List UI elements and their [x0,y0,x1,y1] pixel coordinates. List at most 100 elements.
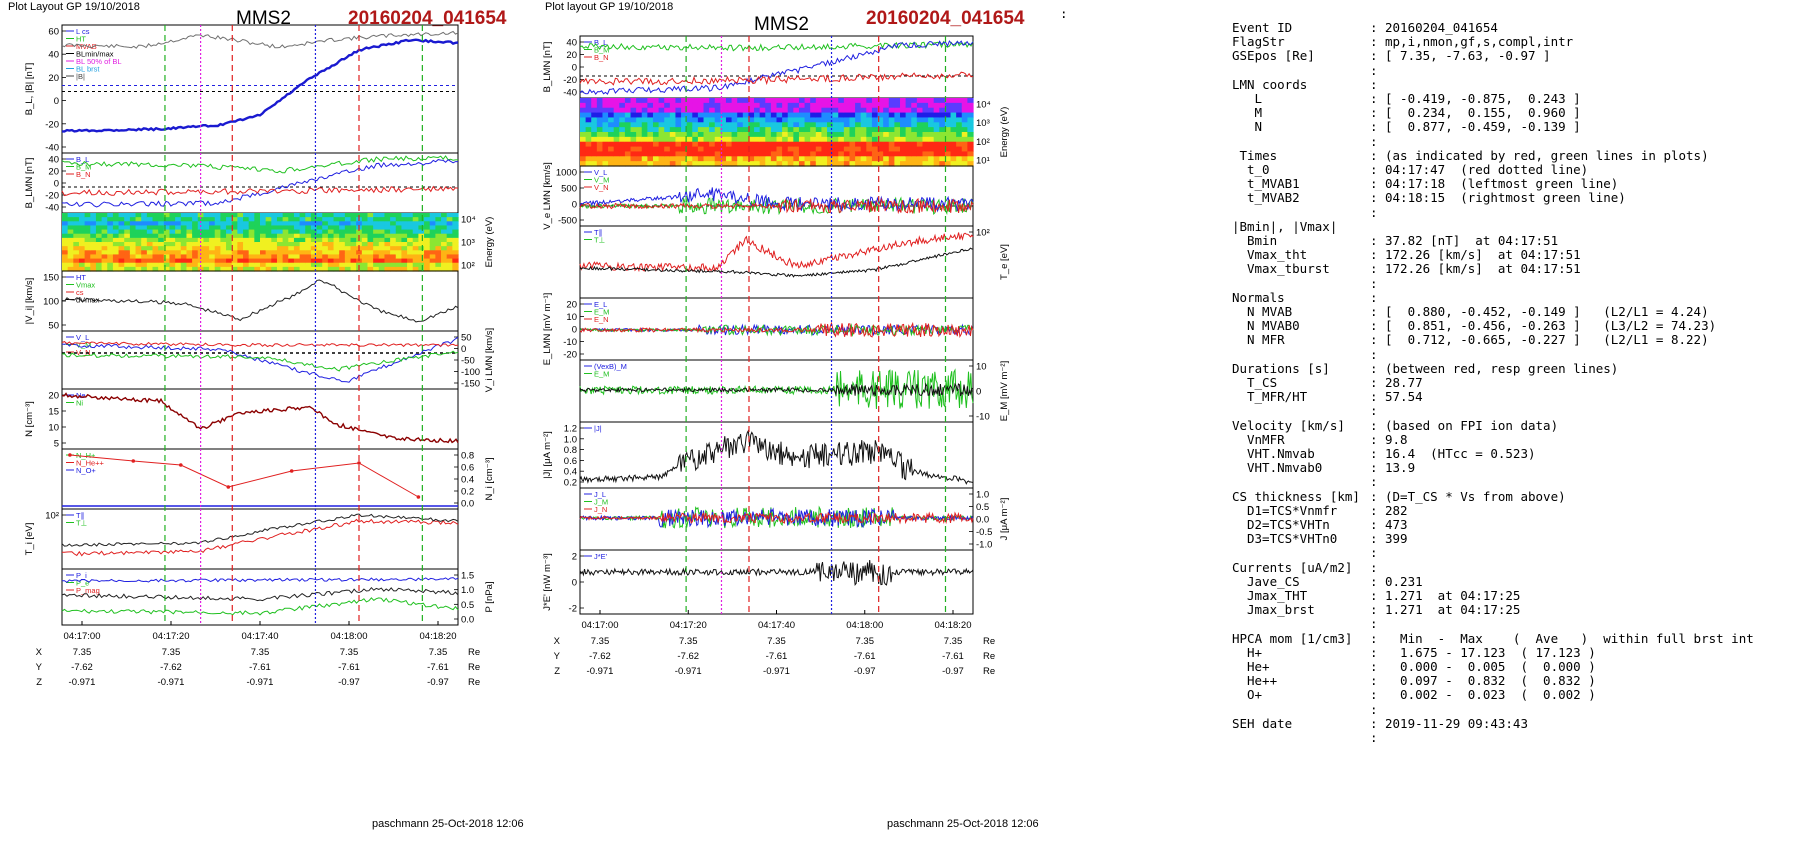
right-plot-footer: paschmann 25-Oct-2018 12:06 [887,818,1039,830]
ion-spectrogram-cell [248,266,255,272]
orbit-unit: Re [983,636,995,647]
ion-spectrogram-cell [412,246,419,251]
info-colon: : [1370,616,1378,632]
electron-spectrogram-cell [905,132,912,138]
electron-spectrogram-cell [871,102,879,109]
info-key: FlagStr [1232,34,1285,50]
electron-spectrogram-cell [860,161,867,167]
ion-spectrogram-cell [310,266,318,272]
electron-spectrogram-cell [827,122,834,128]
electron-spectrogram-cell [681,107,688,114]
electron-spectrogram-cell [652,146,660,153]
electron-spectrogram-cell [866,161,873,167]
ion-spectrogram-cell [395,242,403,247]
y-tick-label: 20 [566,50,577,61]
ion-spectrogram-cell [186,254,193,260]
electron-spectrogram-cell [630,107,637,114]
ion-spectrogram-cell [95,237,103,243]
legend-label: B_L [76,155,89,164]
electron-spectrogram-cell [787,98,794,104]
ion-spectrogram-cell [231,262,238,268]
electron-spectrogram-cell [714,136,721,143]
ion-spectrogram-cell [209,246,216,251]
electron-spectrogram-cell [815,156,823,162]
ion-spectrogram-cell [339,225,346,231]
ion-spectrogram-cell [452,250,459,256]
electron-spectrogram-cell [849,117,856,123]
ion-spectrogram-cell [231,254,238,260]
info-colon: : [1370,644,1378,660]
ion-spectrogram-cell [95,262,103,268]
ion-spectrogram-cell [260,266,267,272]
ion-spectrogram-cell [441,242,448,247]
ion-spectrogram-cell [424,250,431,256]
ion-spectrogram-cell [305,225,312,231]
y-tick-label: 5 [54,439,59,450]
ion-spectrogram-cell [282,225,289,231]
electron-spectrogram-cell [703,141,710,148]
ion-spectrogram-cell [192,250,199,256]
ion-spectrogram-cell [327,213,335,218]
ion-spectrogram-cell [169,225,176,231]
electron-spectrogram-cell [725,141,733,148]
electron-spectrogram-cell [709,156,716,162]
ion-spectrogram-cell [62,246,69,251]
electron-spectrogram-cell [737,141,744,148]
ion-spectrogram-cell [118,254,125,260]
info-key: Normals [1232,289,1285,305]
electron-spectrogram-cell [596,146,604,153]
ion-spectrogram-cell [84,237,91,243]
electron-spectrogram-cell [787,146,794,153]
ion-spectrogram-cell [175,225,182,231]
ion-spectrogram-cell [112,262,120,268]
y-tick-label: 40 [566,38,577,49]
y-tick-label: -10 [563,337,577,348]
electron-spectrogram-cell [720,122,727,128]
electron-spectrogram-cell [692,136,699,143]
info-key: t_MVAB1 [1247,176,1300,192]
electron-spectrogram-cell [871,122,879,128]
electron-spectrogram-cell [748,122,755,128]
ion-spectrogram-cell [214,229,221,235]
ion-spectrogram-cell [378,229,386,235]
electron-spectrogram-cell [658,151,665,157]
electron-spectrogram-cell [613,112,620,119]
ion-spectrogram-cell [424,213,431,218]
electron-spectrogram-cell [748,112,755,119]
electron-spectrogram-cell [742,156,750,162]
electron-spectrogram-cell [911,127,918,133]
ion-spectrogram-cell [316,250,323,256]
panel-9: 20-2J*E' [nW m⁻³] J*E' [542,549,974,615]
ion-spectrogram-cell [401,229,408,235]
electron-spectrogram-cell [911,122,918,128]
ion-spectrogram-cell [152,266,159,272]
ion-spectrogram-cell [214,217,221,222]
ion-spectrogram-cell [95,217,103,222]
electron-spectrogram-cell [967,112,974,119]
ion-spectrogram-cell [373,237,380,243]
right-plot-event-id: 20160204_041654 [866,8,1025,29]
info-colon: : [1370,715,1378,731]
electron-spectrogram-cell [815,107,823,114]
orbit-value: -7.62 [589,651,611,662]
ion-spectrogram-cell [276,217,284,222]
electron-spectrogram-cell [681,117,688,123]
electron-spectrogram-cell [832,102,839,109]
info-key: D1=TCS*Vnmfr [1247,502,1338,518]
ion-spectrogram-cell [310,217,318,222]
ion-spectrogram-cell [84,262,91,268]
electron-spectrogram-cell [916,156,924,162]
electron-spectrogram-cell [636,122,643,128]
electron-spectrogram-cell [636,146,643,153]
electron-spectrogram-cell [933,112,940,119]
electron-spectrogram-cell [832,117,839,123]
electron-spectrogram-cell [804,117,811,123]
bn-line [61,185,459,197]
electron-spectrogram-cell [838,136,845,143]
electron-spectrogram-cell [697,136,705,143]
ion-spectrogram-cell [435,217,442,222]
electron-spectrogram-cell [944,156,952,162]
panel-frame [579,549,974,615]
electron-spectrogram-cell [782,141,789,148]
orbit-value: -0.971 [587,666,614,677]
